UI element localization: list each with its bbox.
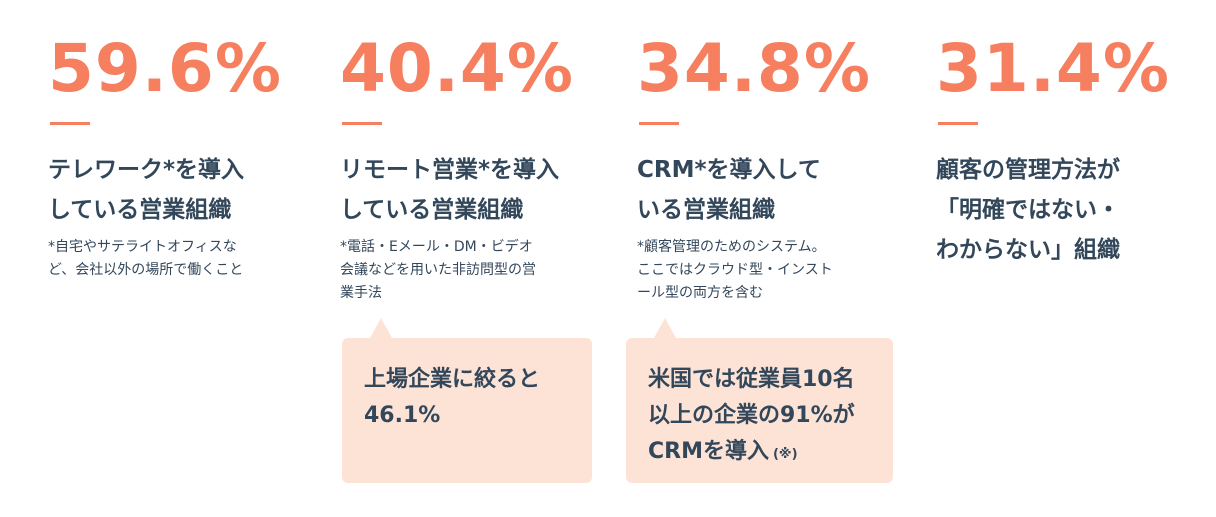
callout-line-text: 米国では従業員10名 [648, 367, 855, 392]
stat-heading: テレワーク*を導入 している営業組織 [48, 150, 244, 230]
stat-value: 59.6% [48, 30, 282, 107]
stat-note: *自宅やサテライトオフィスな ど、会社以外の場所で働くこと [48, 236, 243, 282]
callout-box: 米国では従業員10名 以上の企業の91%が CRMを導入 (※) [626, 318, 893, 483]
stat-heading: 顧客の管理方法が 「明確ではない・ わからない」組織 [936, 150, 1120, 270]
accent-rule [342, 122, 382, 125]
heading-line: している営業組織 [340, 197, 524, 223]
callout-text: 上場企業に絞ると 46.1% [364, 362, 540, 434]
note-line: ここではクラウド型・インスト [637, 262, 833, 278]
callout-line-text: 上場企業に絞ると [364, 367, 541, 392]
heading-line: リモート営業*を導入 [340, 157, 560, 183]
stat-heading: リモート営業*を導入 している営業組織 [340, 150, 559, 230]
stat-value: 34.8% [637, 30, 871, 107]
accent-rule [938, 122, 978, 125]
heading-line: している営業組織 [48, 197, 232, 223]
note-line: *電話・Eメール・DM・ビデオ [340, 239, 533, 255]
heading-line: 顧客の管理方法が [936, 157, 1120, 183]
accent-rule [639, 122, 679, 125]
callout-line: 上場企業に絞ると [364, 362, 540, 398]
callout-line-text: CRMを導入 [648, 439, 769, 464]
stat-note: *電話・Eメール・DM・ビデオ 会議などを用いた非訪問型の営 業手法 [340, 236, 536, 305]
stat-value: 40.4% [340, 30, 574, 107]
note-line: 業手法 [340, 285, 382, 301]
heading-line: 「明確ではない・ [936, 197, 1120, 223]
heading-line: CRM*を導入して [637, 157, 821, 183]
stat-value: 31.4% [936, 30, 1170, 107]
callout-footnote-mark: (※) [772, 447, 798, 462]
callout-text: 米国では従業員10名 以上の企業の91%が CRMを導入 (※) [648, 362, 855, 473]
callout-line-text: 以上の企業の91%が [648, 403, 855, 428]
callout-pointer [370, 318, 392, 338]
stat-note: *顧客管理のためのシステム。 ここではクラウド型・インスト ール型の両方を含む [637, 236, 833, 305]
note-line: 会議などを用いた非訪問型の営 [340, 262, 536, 278]
stat-heading: CRM*を導入して いる営業組織 [637, 150, 821, 230]
callout-line: 46.1% [364, 398, 540, 434]
callout-line: 米国では従業員10名 [648, 362, 855, 398]
callout-line: 以上の企業の91%が [648, 398, 855, 434]
callout-line-text: 46.1% [364, 403, 441, 428]
callout-box: 上場企業に絞ると 46.1% [342, 318, 592, 483]
heading-line: テレワーク*を導入 [48, 157, 245, 183]
heading-line: わからない」組織 [936, 237, 1120, 263]
note-line: ど、会社以外の場所で働くこと [48, 262, 244, 278]
note-line: *顧客管理のためのシステム。 [637, 239, 826, 255]
note-line: ール型の両方を含む [637, 285, 763, 301]
note-line: *自宅やサテライトオフィスな [48, 239, 237, 255]
heading-line: いる営業組織 [637, 197, 775, 223]
callout-line: CRMを導入 (※) [648, 434, 855, 473]
callout-pointer [654, 318, 676, 338]
accent-rule [50, 122, 90, 125]
